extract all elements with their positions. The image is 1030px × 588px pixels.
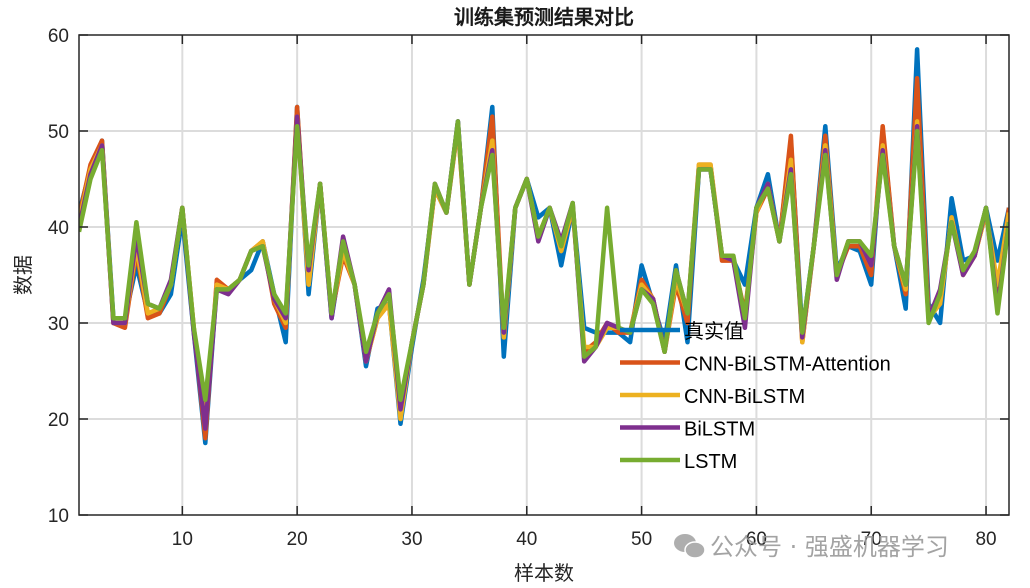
y-axis-label: 数据	[11, 255, 35, 295]
x-tick-label: 70	[861, 529, 882, 550]
legend-label: CNN-BiLSTM-Attention	[684, 354, 891, 376]
x-axis-label: 样本数	[514, 561, 574, 585]
series-line-4	[79, 119, 1009, 403]
axis-ticks: 10 20 30 40 50 60 70 80 10 20 30 40 50 60	[48, 26, 1009, 550]
x-tick-label: 80	[975, 529, 996, 550]
y-tick-label: 50	[48, 122, 69, 143]
legend-label: LSTM	[684, 451, 737, 473]
series-line-0	[79, 47, 1009, 446]
x-tick-label: 50	[631, 529, 652, 550]
chart-title: 训练集预测结果对比	[454, 5, 634, 29]
y-tick-label: 60	[48, 26, 69, 47]
x-tick-label: 20	[287, 529, 308, 550]
x-tick-label: 30	[401, 529, 422, 550]
legend: 真实值 CNN-BiLSTM-Attention CNN-BiLSTM BiLSTM L…	[620, 319, 891, 473]
x-tick-label: 60	[746, 529, 767, 550]
legend-label: 真实值	[684, 319, 744, 343]
watermark-text: 公众号 · 强盛机器学习	[710, 533, 949, 561]
wechat-icon	[674, 534, 706, 559]
x-tick-label: 10	[172, 529, 193, 550]
x-tick-label: 40	[516, 529, 537, 550]
y-tick-label: 40	[48, 218, 69, 239]
y-tick-label: 20	[48, 410, 69, 431]
series-lines	[79, 47, 1009, 446]
plot-area-border	[78, 34, 1010, 516]
legend-label: BiLSTM	[684, 419, 755, 441]
watermark: 公众号 · 强盛机器学习	[674, 533, 949, 561]
legend-label: CNN-BiLSTM	[684, 386, 805, 408]
y-tick-label: 10	[48, 506, 69, 527]
y-tick-label: 30	[48, 314, 69, 335]
